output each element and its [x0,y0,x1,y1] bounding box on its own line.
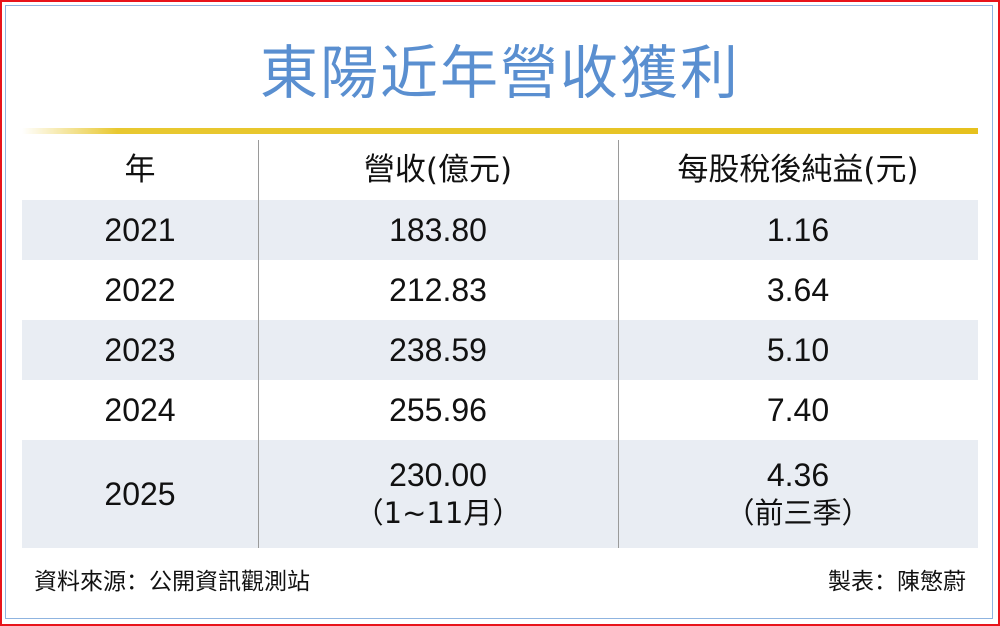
cell-year: 2025 [104,476,176,512]
eps-note: （前三季） [725,496,871,530]
cell-year: 2023 [104,332,176,368]
column-divider [618,140,619,548]
cell-eps: 1.16 [766,212,830,248]
cell-eps: 4.36 （前三季） [618,456,978,532]
cell-year: 2021 [104,212,176,248]
table-row: 2024 255.96 7.40 [22,380,978,440]
cell-revenue: 230.00 （1~11月） [258,456,618,532]
credit-note: 製表：陳慜蔚 [828,569,966,595]
source-note: 資料來源：公開資訊觀測站 [34,569,310,595]
header-year: 年 [124,152,156,188]
cell-eps: 3.64 [766,272,830,308]
table-row: 2022 212.83 3.64 [22,260,978,320]
cell-revenue: 212.83 [389,272,487,308]
chart-title: 東陽近年營收獲利 [259,39,740,107]
cell-eps: 5.10 [766,332,830,368]
cell-revenue: 238.59 [389,332,487,368]
table-header: 年 營收(億元) 每股稅後純益(元) [22,140,978,200]
column-divider [258,140,259,548]
cell-year: 2022 [104,272,176,308]
cell-year: 2024 [104,392,176,428]
table-row: 2021 183.80 1.16 [22,200,978,260]
revenue-note: （1~11月） [354,496,522,530]
inner-frame [5,5,993,619]
revenue-value: 230.00 [389,457,487,493]
data-table: 年 營收(億元) 每股稅後純益(元) 2021 183.80 1.16 2022… [22,140,978,548]
header-eps: 每股稅後純益(元) [677,152,919,188]
table-row: 2025 230.00 （1~11月） 4.36 （前三季） [22,440,978,548]
cell-eps: 7.40 [766,392,830,428]
eps-value: 4.36 [766,457,830,493]
cell-revenue: 183.80 [389,212,487,248]
header-revenue: 營收(億元) [363,152,513,188]
cell-revenue: 255.96 [389,392,487,428]
table-row: 2023 238.59 5.10 [22,320,978,380]
title-rule [22,128,978,134]
